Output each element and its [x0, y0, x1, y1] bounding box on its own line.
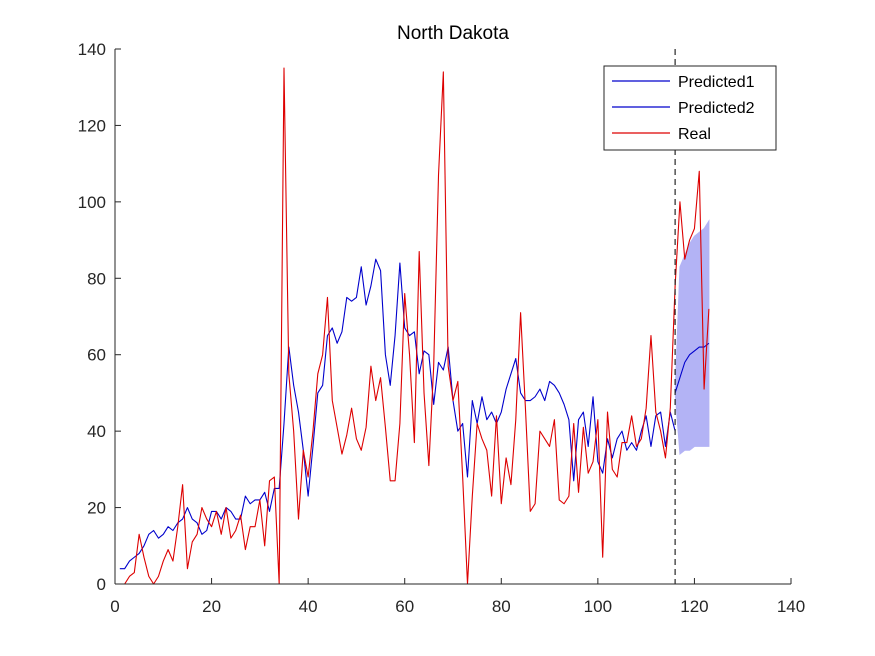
x-tick-label: 120 — [680, 597, 708, 616]
legend-label-predicted1: Predicted1 — [678, 74, 755, 91]
series-line-predicted1 — [119, 258, 676, 570]
prediction-band-layer — [674, 219, 710, 456]
x-tick-label: 140 — [777, 597, 805, 616]
y-tick-label: 100 — [78, 193, 106, 212]
chart-title: North Dakota — [397, 23, 509, 44]
legend-label-predicted2: Predicted2 — [678, 100, 755, 117]
y-tick-label: 0 — [97, 575, 106, 594]
x-tick-label: 40 — [299, 597, 318, 616]
x-tick-label: 0 — [110, 597, 119, 616]
x-tick-label: 80 — [492, 597, 511, 616]
legend-label-real: Real — [678, 126, 711, 143]
x-tick-label: 20 — [202, 597, 221, 616]
y-tick-label: 60 — [87, 346, 106, 365]
y-tick-label: 120 — [78, 116, 106, 135]
y-tick-label: 140 — [78, 40, 106, 59]
series-line-real — [119, 67, 710, 585]
x-tick-label: 100 — [584, 597, 612, 616]
axes: 0 20 40 60 80 100 120 140 0 20 40 60 80 100 120 140 — [78, 40, 806, 616]
y-tick-label: 80 — [87, 269, 106, 288]
x-tick-label: 60 — [395, 597, 414, 616]
legend-box — [603, 65, 777, 151]
series-layer — [119, 67, 710, 585]
y-tick-label: 20 — [87, 499, 106, 518]
y-tick-label: 40 — [87, 422, 106, 441]
legend: Predicted1 Predicted2 Real — [603, 65, 777, 151]
predicted2-band — [674, 219, 710, 456]
